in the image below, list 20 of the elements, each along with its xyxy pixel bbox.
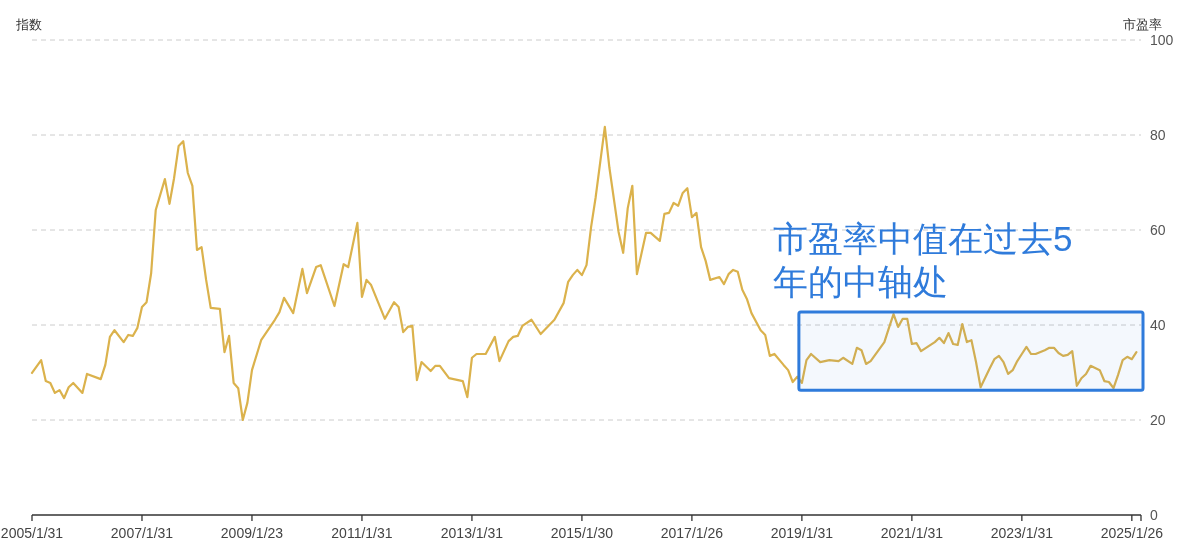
x-tick-label: 2021/1/31 <box>880 525 944 541</box>
y2-tick-label: 100 <box>1150 32 1174 48</box>
band-label: 市盈率中值在过去5年的中轴处 <box>772 219 1073 302</box>
x-tick-label: 2017/1/26 <box>660 525 724 541</box>
y2-axis-title: 市盈率 <box>1123 17 1162 32</box>
x-tick-label: 2007/1/31 <box>110 525 174 541</box>
x-tick-label: 2009/1/23 <box>220 525 284 541</box>
y2-tick-label: 40 <box>1150 317 1166 333</box>
y2-tick-label: 60 <box>1150 222 1166 238</box>
y-axis-title: 指数 <box>15 17 42 32</box>
x-tick-label: 2023/1/31 <box>990 525 1054 541</box>
x-tick-label: 2013/1/31 <box>440 525 504 541</box>
x-tick-label: 2011/1/31 <box>331 525 393 541</box>
x-tick-label: 2005/1/31 <box>0 525 64 541</box>
y2-tick-label: 20 <box>1150 412 1166 428</box>
x-tick-label: 2015/1/30 <box>550 525 614 541</box>
y2-tick-label: 0 <box>1150 507 1158 523</box>
x-tick-label: 2019/1/31 <box>770 525 834 541</box>
y2-tick-label: 80 <box>1150 127 1166 143</box>
x-tick-label: 2025/1/26 <box>1100 525 1164 541</box>
